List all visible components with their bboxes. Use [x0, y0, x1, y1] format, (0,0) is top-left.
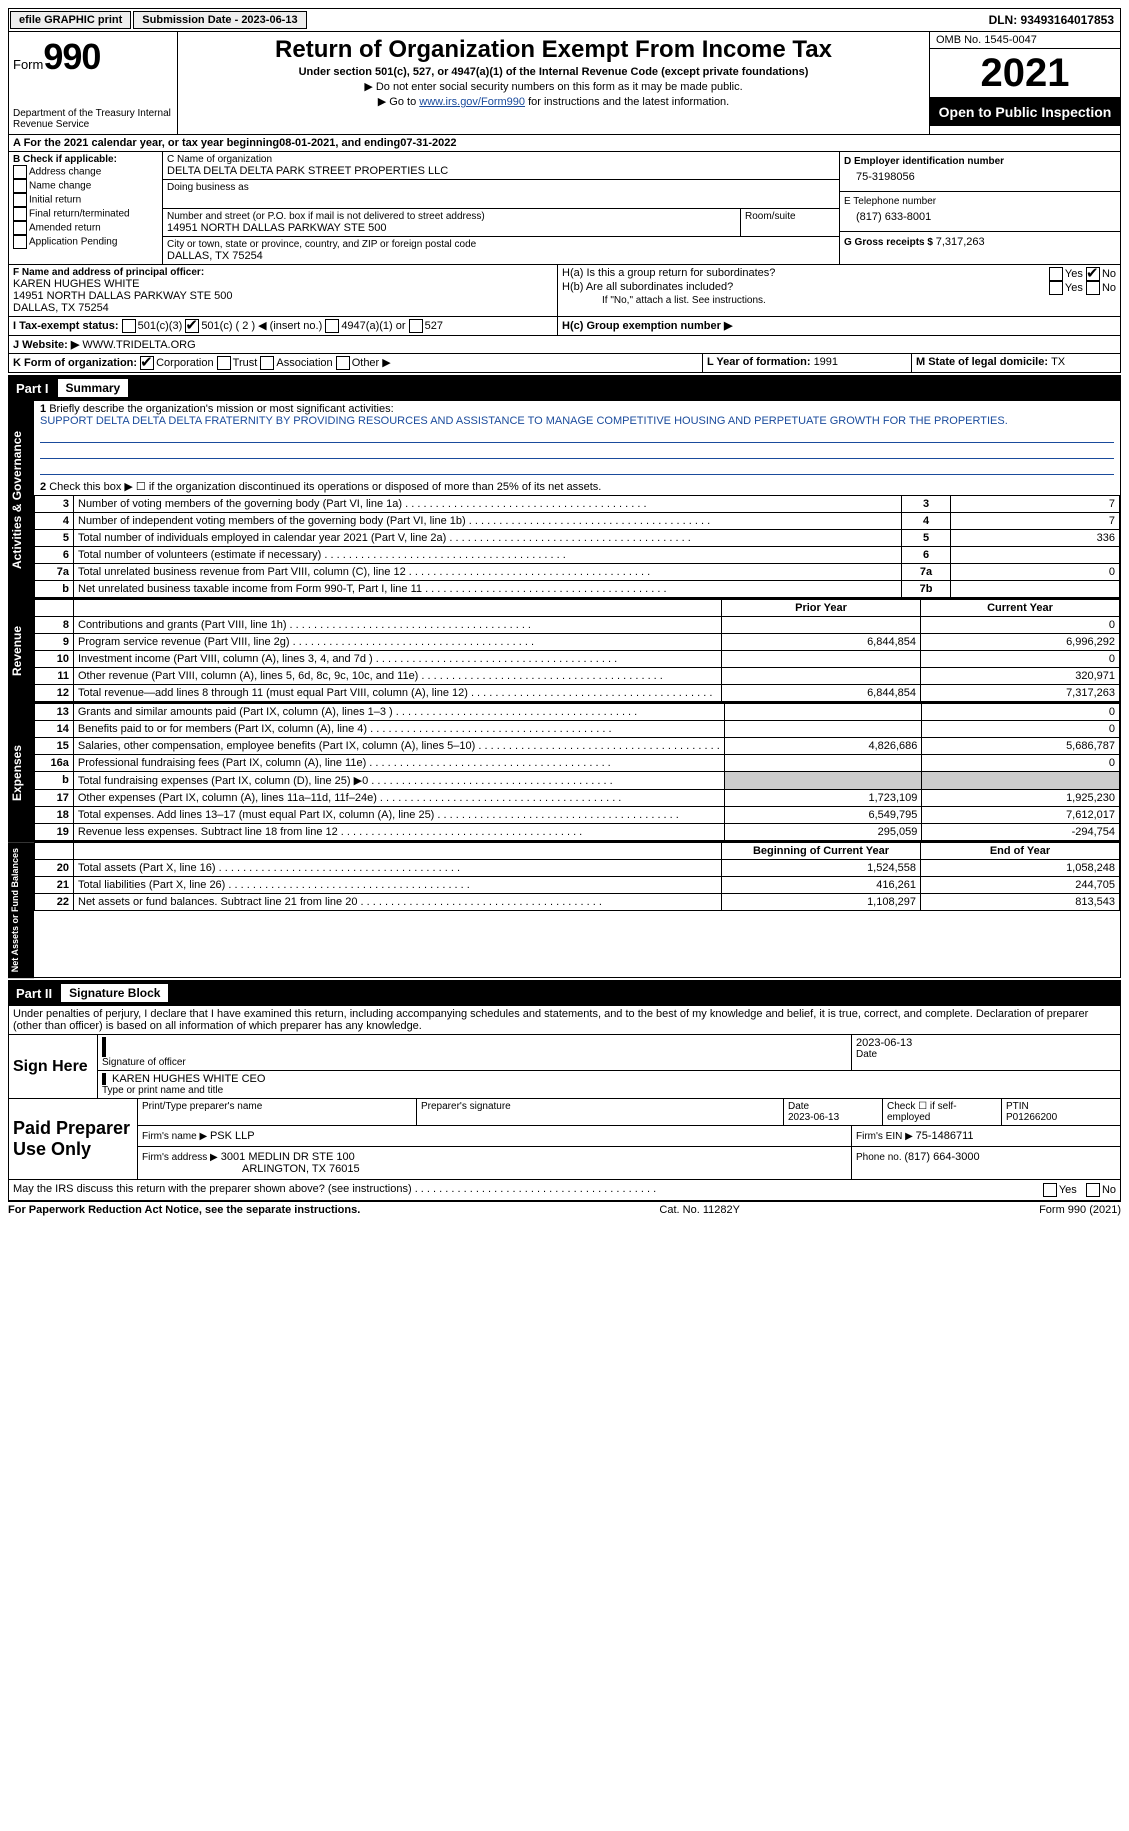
summary-row: 5 Total number of individuals employed i…	[35, 530, 1120, 547]
summary-row: 15 Salaries, other compensation, employe…	[35, 738, 1120, 755]
telephone: (817) 633-8001	[844, 207, 1116, 227]
expenses-section: Expenses 13 Grants and similar amounts p…	[8, 703, 1121, 842]
open-inspection: Open to Public Inspection	[930, 98, 1120, 126]
gross-receipts: 7,317,263	[936, 236, 985, 248]
summary-row: 12 Total revenue—add lines 8 through 11 …	[35, 685, 1120, 702]
summary-row: 10 Investment income (Part VIII, column …	[35, 651, 1120, 668]
website: WWW.TRIDELTA.ORG	[82, 339, 195, 351]
summary-row: b Total fundraising expenses (Part IX, c…	[35, 772, 1120, 790]
summary-row: b Net unrelated business taxable income …	[35, 581, 1120, 598]
submission-date-label: Submission Date - 2023-06-13	[133, 11, 306, 29]
tab-net-assets: Net Assets or Fund Balances	[8, 842, 34, 978]
irs-link[interactable]: www.irs.gov/Form990	[419, 96, 525, 108]
declaration-text: Under penalties of perjury, I declare th…	[8, 1006, 1121, 1035]
summary-row: 18 Total expenses. Add lines 13–17 (must…	[35, 807, 1120, 824]
revenue-section: Revenue Prior Year Current Year8 Contrib…	[8, 599, 1121, 703]
street-address: 14951 NORTH DALLAS PARKWAY STE 500	[167, 222, 736, 234]
summary-row: 3 Number of voting members of the govern…	[35, 496, 1120, 513]
paid-preparer-row: Paid Preparer Use Only Print/Type prepar…	[8, 1099, 1121, 1180]
signer-name: KAREN HUGHES WHITE CEO	[102, 1073, 1116, 1085]
summary-row: 16a Professional fundraising fees (Part …	[35, 755, 1120, 772]
summary-row: 9 Program service revenue (Part VIII, li…	[35, 634, 1120, 651]
period-row: A For the 2021 calendar year, or tax yea…	[8, 135, 1121, 152]
summary-row: 11 Other revenue (Part VIII, column (A),…	[35, 668, 1120, 685]
firm-name: PSK LLP	[210, 1130, 255, 1142]
tax-status-row: I Tax-exempt status: 501(c)(3) 501(c) ( …	[8, 317, 1121, 336]
dept-label: Department of the Treasury Internal Reve…	[13, 108, 173, 130]
form-990-page: efile GRAPHIC print Submission Date - 20…	[0, 0, 1129, 1226]
tab-revenue: Revenue	[8, 599, 34, 703]
summary-row: 8 Contributions and grants (Part VIII, l…	[35, 617, 1120, 634]
entity-info-row: B Check if applicable: Address change Na…	[8, 152, 1121, 265]
form-header: Form990 Department of the Treasury Inter…	[8, 32, 1121, 135]
activities-section: Activities & Governance 1 Briefly descri…	[8, 401, 1121, 599]
tab-expenses: Expenses	[8, 703, 34, 842]
part1-header: Part ISummary	[8, 375, 1121, 401]
summary-row: 21 Total liabilities (Part X, line 26) 4…	[35, 877, 1120, 894]
discuss-row: May the IRS discuss this return with the…	[8, 1180, 1121, 1201]
website-row: J Website: ▶ WWW.TRIDELTA.ORG	[8, 336, 1121, 354]
summary-row: 13 Grants and similar amounts paid (Part…	[35, 704, 1120, 721]
org-name-label: C Name of organization	[167, 154, 835, 165]
summary-row: 6 Total number of volunteers (estimate i…	[35, 547, 1120, 564]
tax-year: 2021	[930, 49, 1120, 98]
org-name: DELTA DELTA DELTA PARK STREET PROPERTIES…	[167, 165, 835, 177]
form-subtitle: Under section 501(c), 527, or 4947(a)(1)…	[182, 66, 925, 78]
mission-text: SUPPORT DELTA DELTA DELTA FRATERNITY BY …	[40, 415, 1008, 427]
ptin: P01266200	[1006, 1112, 1057, 1123]
summary-row: 7a Total unrelated business revenue from…	[35, 564, 1120, 581]
summary-row: 14 Benefits paid to or for members (Part…	[35, 721, 1120, 738]
summary-row: 17 Other expenses (Part IX, column (A), …	[35, 790, 1120, 807]
note-ssn: ▶ Do not enter social security numbers o…	[182, 80, 925, 93]
summary-row: 19 Revenue less expenses. Subtract line …	[35, 824, 1120, 841]
dba-label: Doing business as	[167, 182, 835, 193]
org-form-row: K Form of organization: Corporation Trus…	[8, 354, 1121, 373]
sign-here-row: Sign Here Signature of officer 2023-06-1…	[8, 1035, 1121, 1099]
officer-group-row: F Name and address of principal officer:…	[8, 265, 1121, 317]
efile-print-button[interactable]: efile GRAPHIC print	[10, 11, 131, 29]
box-b-title: B Check if applicable:	[13, 154, 158, 165]
tab-activities: Activities & Governance	[8, 401, 34, 599]
officer-name: KAREN HUGHES WHITE	[13, 278, 553, 290]
city-state-zip: DALLAS, TX 75254	[167, 250, 835, 262]
ein: 75-3198056	[844, 167, 1116, 187]
form-number: Form990	[13, 36, 173, 78]
summary-row: 20 Total assets (Part X, line 16) 1,524,…	[35, 860, 1120, 877]
omb-number: OMB No. 1545-0047	[930, 32, 1120, 49]
form-title: Return of Organization Exempt From Incom…	[182, 36, 925, 64]
summary-row: 22 Net assets or fund balances. Subtract…	[35, 894, 1120, 911]
part2-header: Part IISignature Block	[8, 980, 1121, 1006]
note-link: ▶ Go to www.irs.gov/Form990 for instruct…	[182, 95, 925, 108]
page-footer: For Paperwork Reduction Act Notice, see …	[8, 1201, 1121, 1218]
net-assets-section: Net Assets or Fund Balances Beginning of…	[8, 842, 1121, 978]
dln-label: DLN: 93493164017853	[983, 13, 1120, 27]
top-toolbar: efile GRAPHIC print Submission Date - 20…	[8, 8, 1121, 32]
summary-row: 4 Number of independent voting members o…	[35, 513, 1120, 530]
